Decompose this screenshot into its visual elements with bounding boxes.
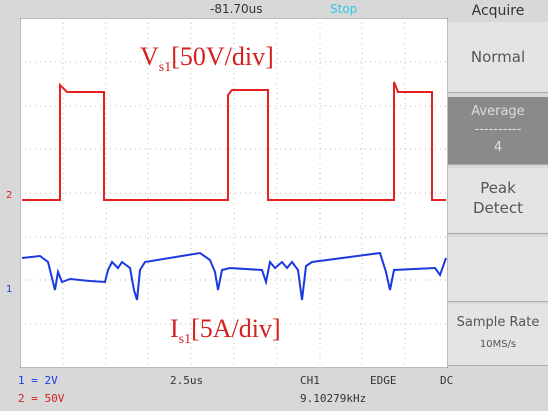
menu-title: Acquire [448, 0, 548, 22]
detect: Detect [448, 198, 548, 218]
ch1-marker: 1 [6, 284, 12, 295]
menu-peak-detect[interactable]: Peak Detect [448, 168, 548, 234]
ch2-marker: 2 [6, 190, 12, 201]
peak: Peak [448, 178, 548, 198]
scale: [50V/div] [171, 42, 274, 71]
bar: ---------- [448, 121, 548, 139]
trigger-source: CH1 [300, 374, 320, 387]
trigger-type: EDGE [370, 374, 397, 387]
subscript: s1 [179, 332, 191, 347]
symbol: V [140, 42, 159, 71]
scope-screen: -81.70us Stop Acquire 2 1 Vs1[50V/div] I… [0, 0, 548, 411]
label: Average [448, 103, 548, 121]
menu-sample-rate[interactable]: Sample Rate 10MS/s [448, 304, 548, 366]
frequency: 9.10279kHz [300, 392, 366, 405]
run-state: Stop [330, 2, 357, 16]
delay: -81.70us [210, 2, 263, 16]
value: 10MS/s [448, 334, 548, 356]
menu-empty [448, 237, 548, 302]
current-label: Is1[5A/div] [170, 314, 281, 348]
scale: [5A/div] [191, 314, 281, 343]
symbol: I [170, 314, 179, 343]
label: Sample Rate [448, 312, 548, 334]
coupling: DC [440, 374, 453, 387]
subscript: s1 [159, 60, 171, 75]
timebase: 2.5us [170, 374, 203, 387]
voltage-label: Vs1[50V/div] [140, 42, 274, 76]
menu-normal[interactable]: Normal [448, 22, 548, 93]
count: 4 [448, 139, 548, 157]
menu-average[interactable]: Average ---------- 4 [448, 97, 548, 165]
ch1-scale: 1 = 2V [18, 374, 58, 387]
ch2-scale: 2 = 50V [18, 392, 64, 405]
